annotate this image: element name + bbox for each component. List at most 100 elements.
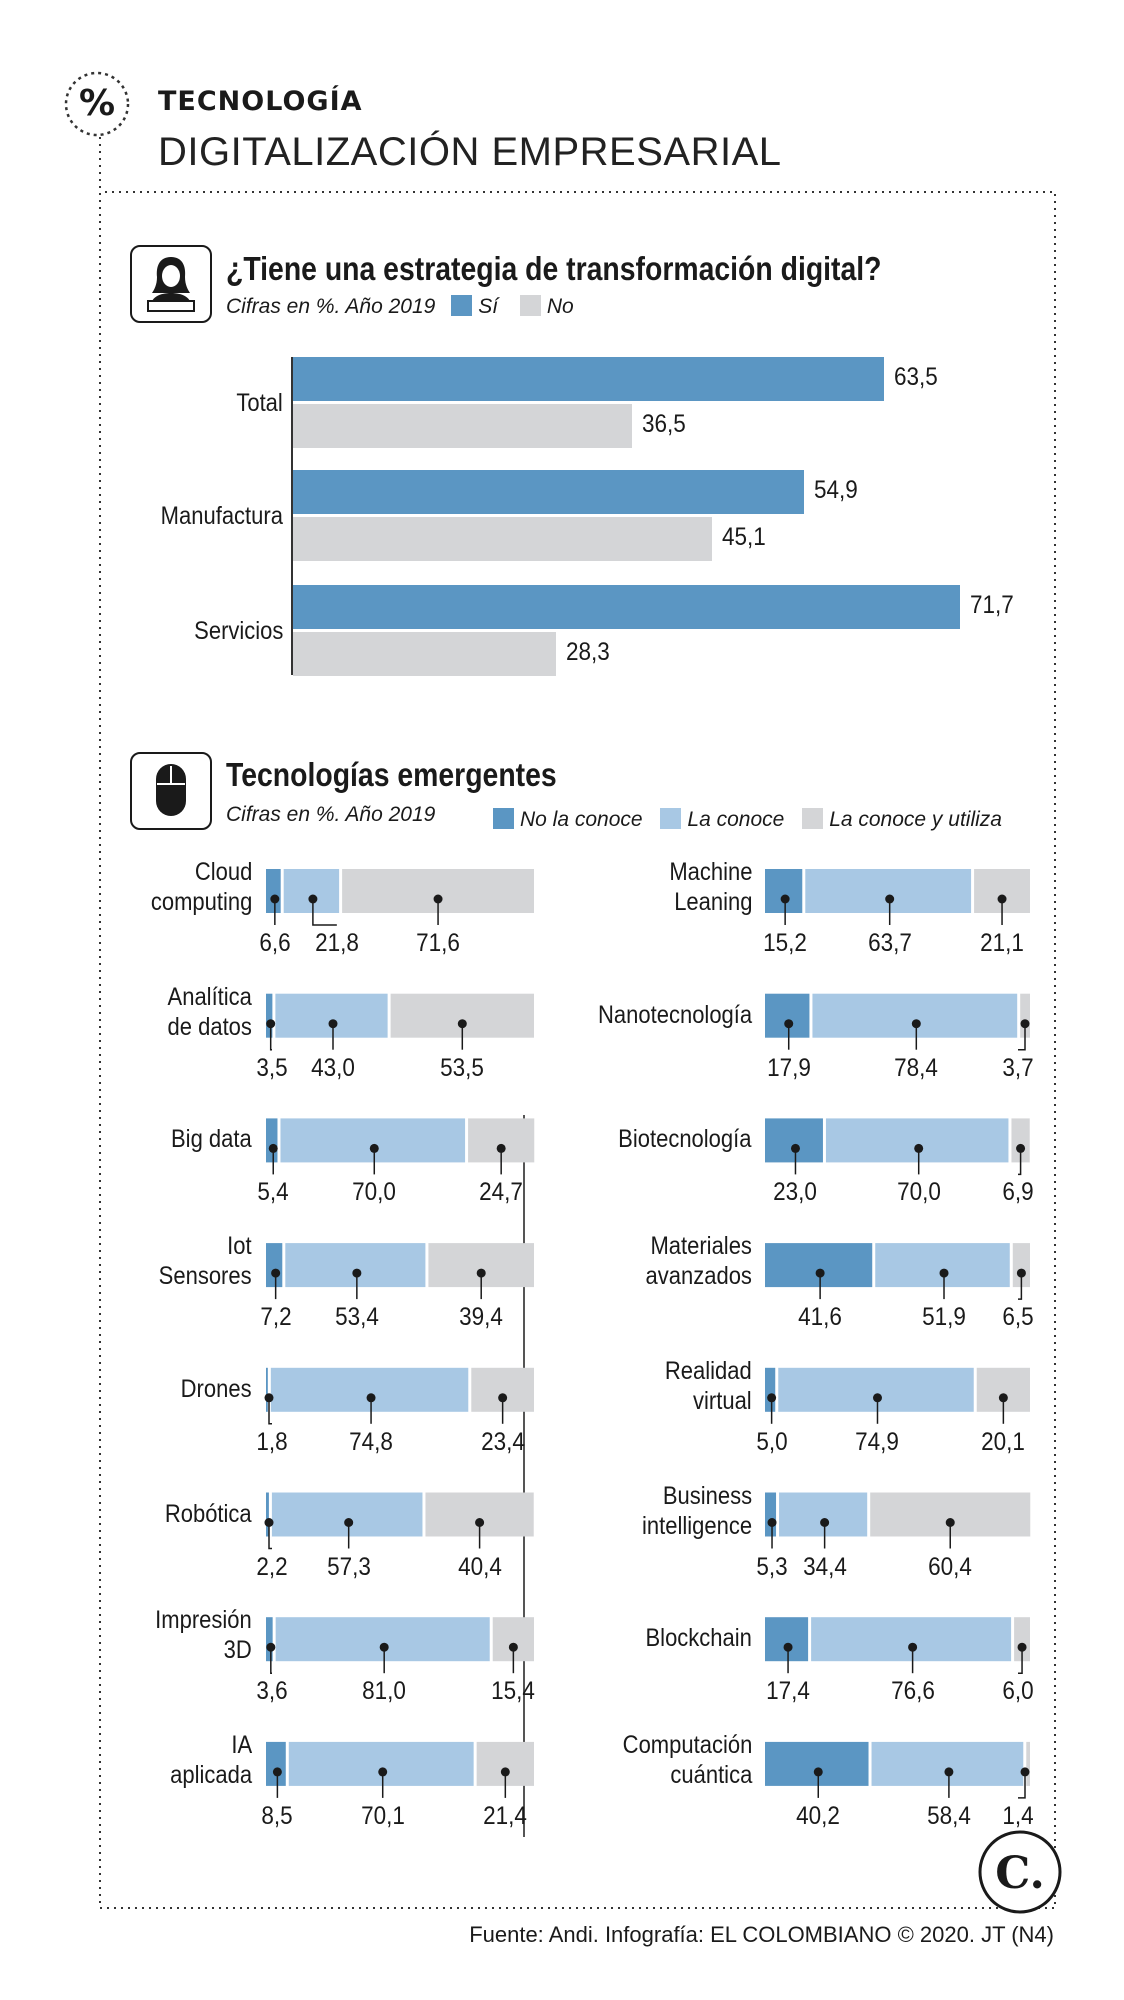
strategy-bar-si xyxy=(293,585,960,629)
technology-value-label: 6,9 xyxy=(1002,1178,1034,1207)
leader-line xyxy=(268,1397,272,1425)
legend-label-no-conoce: No la conoce xyxy=(520,808,643,831)
segment-no-conoce xyxy=(266,1492,269,1537)
technology-value-label: 81,0 xyxy=(362,1677,407,1706)
technology-value-label: 58,4 xyxy=(926,1801,971,1830)
leader-line xyxy=(270,1647,272,1674)
technology-value-label: 40,2 xyxy=(796,1801,841,1830)
segment-conoce xyxy=(871,1741,1024,1786)
strategy-axis xyxy=(291,357,293,675)
page-title: DIGITALIZACIÓN EMPRESARIAL xyxy=(158,130,782,174)
technology-value-label: 70,1 xyxy=(360,1801,405,1830)
technology-label: Iot Sensores xyxy=(159,1232,252,1291)
technology-value-label: 76,6 xyxy=(890,1677,935,1706)
value-dot xyxy=(1020,1019,1030,1029)
technology-value-label: 6,5 xyxy=(1002,1303,1034,1332)
segment-no-conoce xyxy=(266,1741,286,1786)
technology-value-label: 74,9 xyxy=(855,1427,900,1456)
technology-value-label: 5,4 xyxy=(257,1178,289,1207)
percent-icon: % xyxy=(78,83,116,124)
technology-value-label: 71,6 xyxy=(416,929,460,957)
computer-mouse-icon xyxy=(130,752,212,830)
leader-line xyxy=(1018,1771,1026,1799)
segment-conoce xyxy=(875,1243,1010,1288)
leader-line xyxy=(268,1522,272,1550)
strategy-bar-no xyxy=(293,404,633,448)
technology-label: Realidad virtual xyxy=(665,1356,752,1415)
technology-value-label: 21,8 xyxy=(314,929,359,957)
technology-value-label: 21,4 xyxy=(483,1801,528,1830)
strategy-question: ¿Tiene una estrategia de transformación … xyxy=(226,250,882,287)
technology-label: Cloud computing xyxy=(150,858,252,916)
strategy-chart: Total 63,5 36,5 Manufactura 54,9 45,1 Servicio… xyxy=(0,0,1124,700)
legend-swatch-no xyxy=(519,295,541,316)
technology-value-label: 40,4 xyxy=(457,1552,502,1581)
strategy-category-label: Servicios xyxy=(193,617,283,645)
segment-no-conoce xyxy=(765,1617,809,1662)
segment-no-conoce xyxy=(765,993,810,1038)
technology-value-label: 23,0 xyxy=(773,1178,818,1207)
technology-value-label: 3,6 xyxy=(256,1677,288,1706)
segment-conoce xyxy=(288,1741,474,1786)
strategy-subtitle: Cifras en %. Año 2019 xyxy=(226,295,436,318)
segment-conoce xyxy=(825,1118,1009,1163)
segment-utiliza xyxy=(1020,993,1030,1038)
technology-value-label: 53,5 xyxy=(440,1053,485,1082)
segment-conoce xyxy=(270,1367,469,1412)
segment-conoce xyxy=(275,1617,490,1662)
segment-no-conoce xyxy=(765,869,803,913)
technology-value-label: 1,4 xyxy=(1002,1801,1034,1830)
legend-label-conoce: La conoce xyxy=(687,808,785,831)
technology-label: Business intelligence xyxy=(641,1481,752,1540)
segment-no-conoce xyxy=(266,869,281,913)
technology-value-label: 17,9 xyxy=(766,1053,811,1082)
person-laptop-icon xyxy=(130,245,212,323)
technology-value-label: 15,2 xyxy=(763,929,808,957)
segment-no-conoce xyxy=(266,1367,268,1412)
technology-value-label: 60,4 xyxy=(928,1552,973,1581)
value-dot xyxy=(328,1019,338,1029)
segment-utiliza xyxy=(1014,1617,1030,1662)
strategy-bar-no xyxy=(293,517,713,561)
segment-conoce xyxy=(778,1367,974,1412)
emerging-legend: No la conoce La conoce La conoce y utili… xyxy=(493,808,1002,832)
emerging-title: Tecnologías emergentes xyxy=(226,756,557,793)
leader-line xyxy=(1018,1148,1022,1176)
technology-value-label: 3,7 xyxy=(1002,1053,1034,1082)
legend-swatch-conoce xyxy=(660,808,682,829)
technology-value-label: 70,0 xyxy=(352,1178,397,1207)
technology-value-label: 17,4 xyxy=(766,1677,810,1706)
segment-no-conoce xyxy=(765,1741,869,1786)
segment-utiliza xyxy=(1011,1118,1030,1163)
technology-label: Impresión 3D xyxy=(155,1606,252,1665)
value-dot xyxy=(266,1019,276,1029)
leader-line xyxy=(1018,1023,1026,1051)
technology-value-label: 74,8 xyxy=(349,1427,393,1456)
technology-value-label: 15,4 xyxy=(491,1677,536,1706)
technology-value-label: 5,3 xyxy=(756,1552,788,1581)
technology-value-label: 3,5 xyxy=(256,1053,288,1082)
technology-label: IA aplicada xyxy=(170,1730,252,1789)
technology-label: Big data xyxy=(171,1125,252,1154)
el-colombiano-logo: C. xyxy=(978,1830,1062,1914)
technology-value-label: 57,3 xyxy=(326,1552,371,1581)
technology-value-label: 34,4 xyxy=(802,1552,847,1581)
strategy-bar-no xyxy=(293,632,557,676)
technology-label: Robótica xyxy=(165,1499,252,1528)
technology-label: Machine Leaning xyxy=(668,858,752,916)
segment-utiliza xyxy=(1026,1741,1030,1786)
technology-value-label: 63,7 xyxy=(867,929,912,957)
legend-label-utiliza: La conoce y utiliza xyxy=(829,808,1002,831)
strategy-value-label: 63,5 xyxy=(893,363,938,391)
technology-value-label: 20,1 xyxy=(981,1427,1026,1456)
strategy-value-label: 36,5 xyxy=(642,410,687,438)
technology-value-label: 21,1 xyxy=(980,929,1024,957)
technology-value-label: 24,7 xyxy=(479,1178,524,1207)
technology-value-label: 5,0 xyxy=(755,1427,788,1456)
segment-utiliza xyxy=(1012,1243,1030,1288)
value-dot xyxy=(911,1019,921,1029)
technology-value-label: 7,2 xyxy=(259,1303,292,1332)
strategy-value-label: 45,1 xyxy=(722,523,767,551)
segment-no-conoce xyxy=(765,1367,776,1412)
